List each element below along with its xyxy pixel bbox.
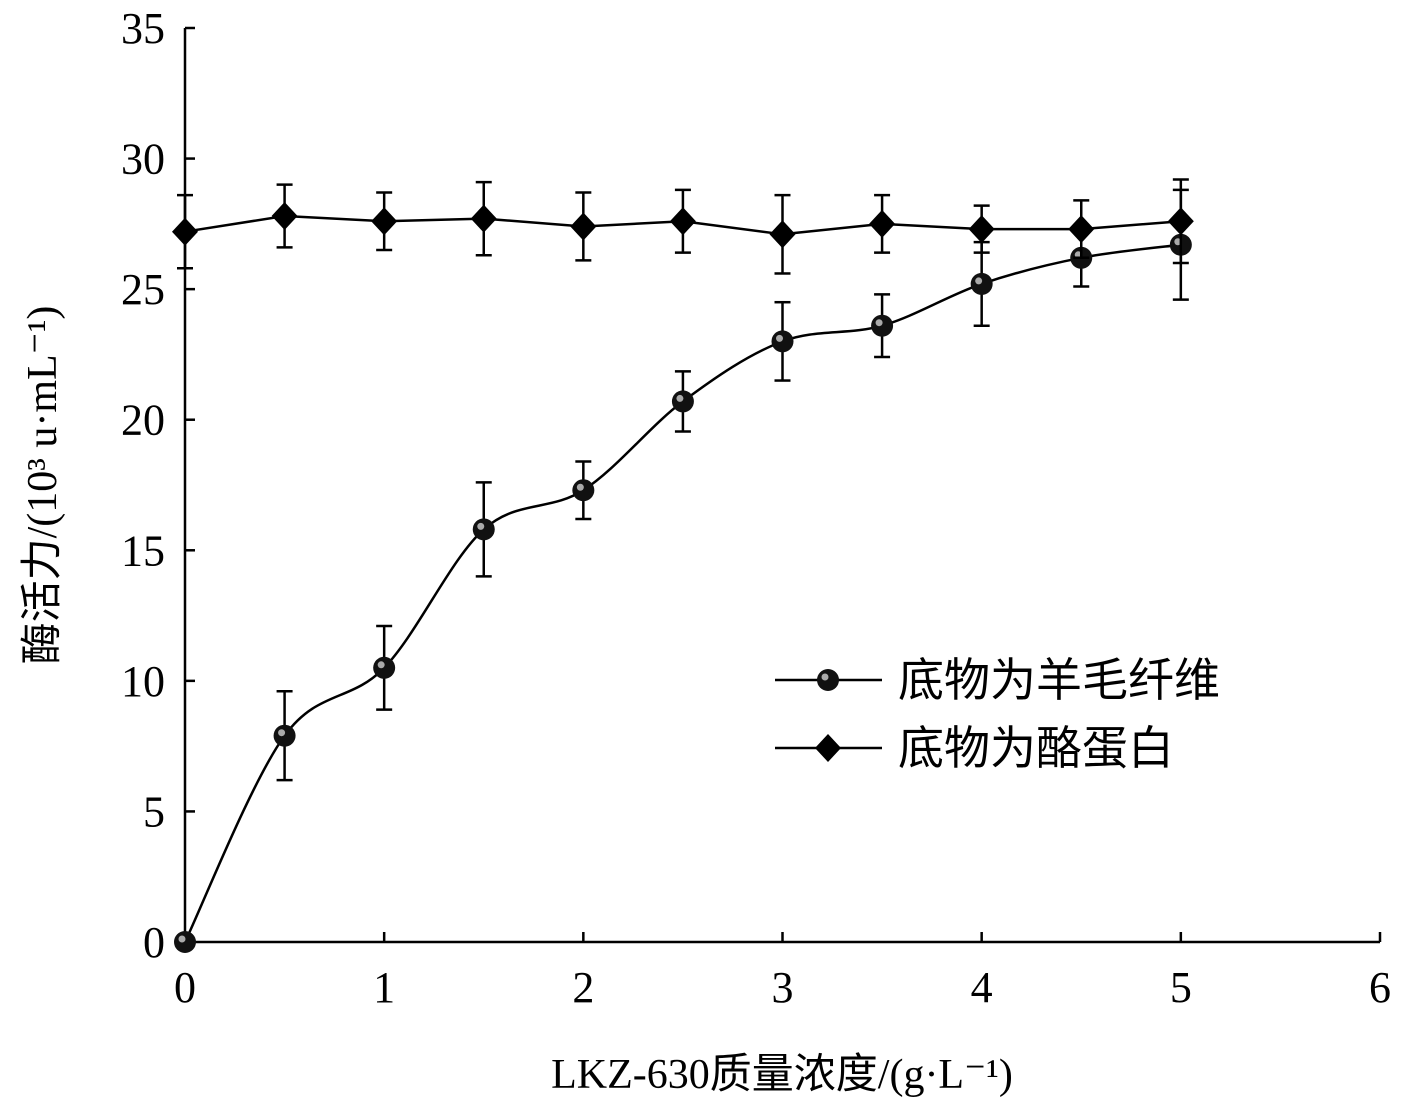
marker-highlight: [776, 334, 783, 342]
y-tick-label: 20: [121, 396, 165, 445]
plot-area: [172, 178, 1194, 953]
diamond-marker: [371, 207, 398, 236]
series-1: [172, 178, 1194, 275]
circle-marker: [771, 330, 794, 353]
y-tick-label: 35: [121, 4, 165, 53]
diamond-marker: [669, 207, 696, 236]
diamond-marker: [1167, 207, 1194, 236]
circle-marker: [472, 518, 495, 541]
circle-marker: [373, 656, 396, 679]
y-axis-label: 酶活力/(10³ u·mL⁻¹): [20, 306, 66, 665]
y-tick-label: 30: [121, 135, 165, 184]
diamond-marker: [172, 217, 198, 246]
x-tick-label: 4: [971, 963, 993, 1012]
marker-highlight: [821, 673, 829, 681]
diamond-marker: [815, 734, 841, 762]
x-axis-label: LKZ-630质量浓度/(g·L⁻¹): [551, 1052, 1013, 1098]
diamond-marker: [470, 204, 497, 233]
marker-highlight: [477, 522, 485, 530]
circle-marker: [817, 669, 839, 691]
x-tick-label: 5: [1170, 963, 1192, 1012]
diamond-marker: [570, 212, 597, 241]
diamond-marker: [1068, 215, 1095, 244]
x-tick-label: 0: [174, 963, 196, 1012]
y-tick-label: 10: [121, 657, 165, 706]
y-tick-label: 25: [121, 265, 165, 314]
x-tick-label: 3: [772, 963, 794, 1012]
diamond-marker: [769, 220, 796, 249]
circle-marker: [273, 724, 296, 747]
x-tick-label: 2: [572, 963, 594, 1012]
diamond-marker: [869, 209, 896, 238]
circle-marker: [970, 272, 993, 295]
marker-highlight: [377, 661, 385, 669]
marker-highlight: [178, 935, 186, 943]
marker-highlight: [975, 277, 983, 285]
legend-label: 底物为酪蛋白: [898, 723, 1174, 774]
marker-highlight: [278, 729, 286, 737]
circle-marker: [572, 479, 595, 502]
marker-highlight: [676, 394, 684, 402]
y-tick-label: 5: [143, 787, 165, 836]
series-0: [174, 188, 1192, 953]
circle-marker: [871, 314, 894, 337]
y-tick-label: 0: [143, 918, 165, 967]
marker-highlight: [576, 483, 584, 491]
series-line: [183, 243, 1181, 943]
axes: 0 1 2 3 4 5 6 0 5 10 15 20 25 30 35: [121, 4, 1391, 1012]
circle-marker: [174, 931, 196, 953]
legend-label: 底物为羊毛纤维: [898, 655, 1220, 706]
y-tick-label: 15: [121, 526, 165, 575]
diamond-marker: [271, 202, 298, 231]
diamond-marker: [968, 215, 995, 244]
x-tick-label: 1: [373, 963, 395, 1012]
circle-marker: [671, 390, 694, 413]
marker-highlight: [875, 319, 883, 327]
x-tick-label: 6: [1369, 963, 1391, 1012]
